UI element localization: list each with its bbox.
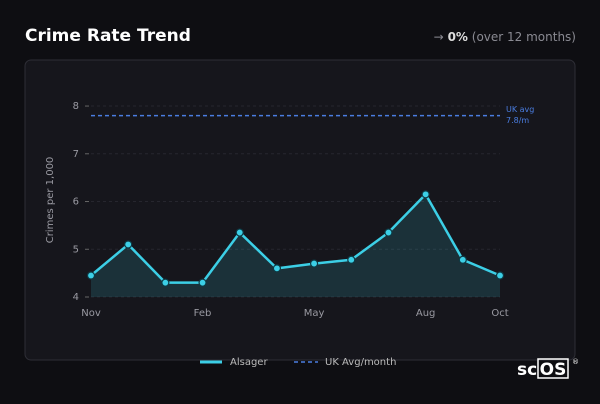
point [198,278,207,287]
point [309,259,319,268]
area [91,194,500,297]
y-tick-label: 6 [73,197,79,208]
x-tick-label: Aug [416,308,436,319]
legend-label: UK Avg/month [325,357,396,368]
x-tick-label: Feb [194,308,212,319]
logo-mark: ® [572,358,579,366]
x-tick-label: May [304,308,325,319]
change: → 0% (over 12 months) [434,30,576,44]
point [272,264,282,273]
point [384,228,393,237]
title: Crime Rate Trend [25,26,191,46]
point [161,278,170,287]
y-axis-label: Crimes per 1,000 [45,157,56,244]
point [86,271,96,280]
point [458,255,467,264]
point [347,255,356,264]
logo: sc [517,360,537,380]
point [124,240,133,249]
y-tick-label: 7 [73,149,79,160]
y-tick-label: 4 [73,292,79,303]
legend-label: Alsager [230,357,268,368]
line [90,193,501,284]
x-tick-label: Oct [491,308,508,319]
point [495,271,505,280]
logo-boxed: OS [540,360,567,380]
point [421,190,430,199]
reference-label: 7.8/m [506,116,529,125]
y-tick-label: 5 [73,244,79,255]
reference-label: UK avg [506,105,534,114]
logo-box [537,358,569,379]
point [235,228,244,237]
change-period: (over 12 months) [472,30,576,44]
change-value: 0% [448,30,468,44]
change-arrow: → [434,30,444,44]
y-tick-label: 8 [73,101,79,112]
x-tick-label: Nov [81,308,101,319]
